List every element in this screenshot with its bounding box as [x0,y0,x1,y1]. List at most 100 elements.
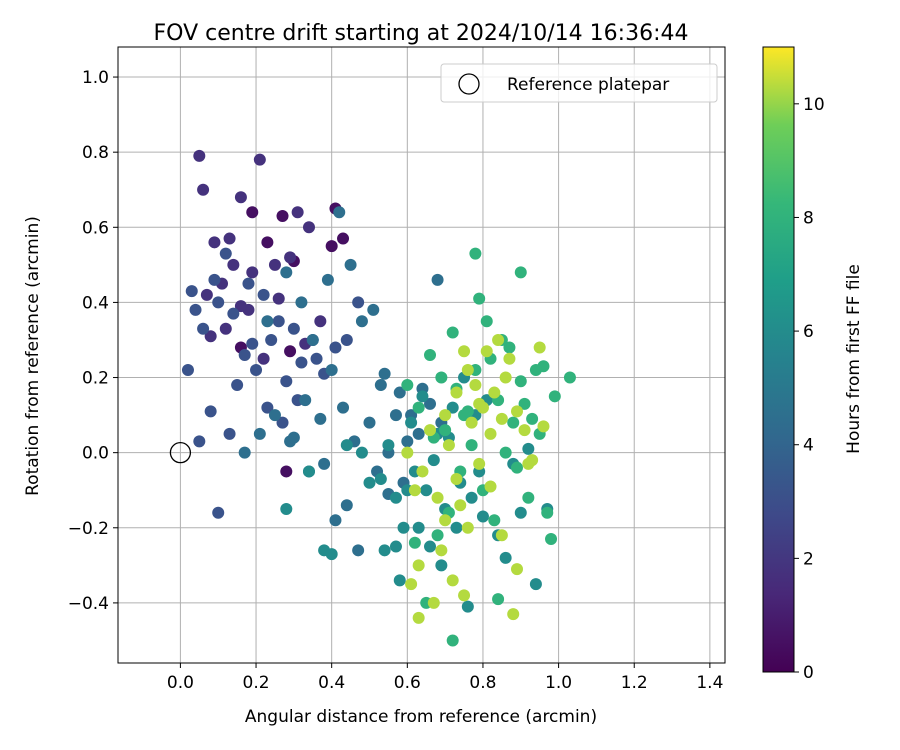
data-point [272,315,285,328]
data-point [408,536,421,549]
data-point [337,401,350,414]
colorbar-tick-label: 10 [803,95,825,115]
data-point [261,236,274,249]
data-point [337,232,350,245]
data-point [280,503,293,515]
legend-entry: Reference platepar [507,75,669,95]
data-point [355,315,368,328]
data-point [465,439,478,452]
data-point [446,401,459,414]
colorbar-tick-label: 8 [803,208,814,228]
data-point [492,593,505,606]
data-point [208,236,221,249]
data-point [458,589,471,602]
x-axis-ticks: 0.0 0.2 0.4 0.6 0.8 1.0 1.2 1.4 [167,663,723,693]
data-point [412,559,425,572]
data-point [492,333,505,346]
data-point [480,345,493,358]
data-point [234,300,247,313]
data-point [510,563,523,576]
data-point [295,356,308,369]
data-point [499,446,512,459]
data-point [412,401,425,414]
data-point [299,394,312,407]
data-point [268,409,281,422]
data-point [363,416,376,429]
data-point [280,375,293,388]
data-point [200,288,213,301]
colorbar-tick-label: 0 [803,663,814,683]
data-point [439,409,452,422]
data-point [427,454,440,467]
data-point [246,266,259,279]
data-point [212,296,225,309]
data-point [181,364,194,377]
data-point [446,326,459,339]
data-point [223,427,236,440]
y-tick-label: 0.6 [82,218,109,238]
data-point [416,465,429,478]
data-point [352,296,365,309]
data-point [253,427,266,440]
data-point [518,424,531,437]
chart-title: FOV centre drift starting at 2024/10/14 … [154,21,689,46]
data-point [405,578,418,591]
data-point [522,442,535,455]
data-point [374,379,387,392]
data-point [431,529,444,542]
data-point [442,439,455,452]
data-point [461,405,474,418]
data-point [291,206,304,219]
y-tick-label: 1.0 [82,68,109,88]
data-point [382,439,395,452]
data-point [503,341,516,354]
data-point [246,206,259,219]
data-point [284,251,297,264]
data-point [518,397,531,410]
data-point [529,578,542,591]
y-axis-label: Rotation from reference (arcmin) [23,216,43,496]
x-tick-label: 0.4 [318,673,345,693]
data-point [193,435,206,448]
x-tick-label: 1.2 [621,673,648,693]
y-tick-label: −0.2 [68,519,109,539]
data-point [416,390,429,403]
data-point [268,258,281,271]
data-point [461,521,474,534]
data-point [522,491,535,504]
data-point [431,273,444,286]
data-point [401,435,414,448]
data-point [495,529,508,542]
data-point [287,322,300,335]
data-point [352,544,365,557]
data-point [499,551,512,564]
y-axis-ticks: −0.4 −0.2 0.0 0.2 0.4 0.6 0.8 1.0 [68,68,118,614]
data-point [458,345,471,358]
data-point [469,379,482,392]
data-point [295,296,308,309]
data-point [510,461,523,474]
data-point [424,397,437,410]
data-point [284,345,297,358]
data-point [537,420,550,433]
data-point [374,472,387,485]
data-point [435,544,448,557]
data-point [280,266,293,279]
data-point [314,315,327,328]
data-point [424,540,437,553]
data-point [223,232,236,245]
data-point [435,559,448,572]
data-point [473,397,486,410]
data-point [469,247,482,260]
data-point [548,390,561,403]
data-point [378,367,391,380]
data-point [412,521,425,534]
data-point [529,364,542,377]
data-point [234,191,247,204]
data-point [476,510,489,523]
data-point [231,379,244,392]
data-point [227,258,240,271]
data-point [401,446,414,459]
data-point [424,349,437,361]
